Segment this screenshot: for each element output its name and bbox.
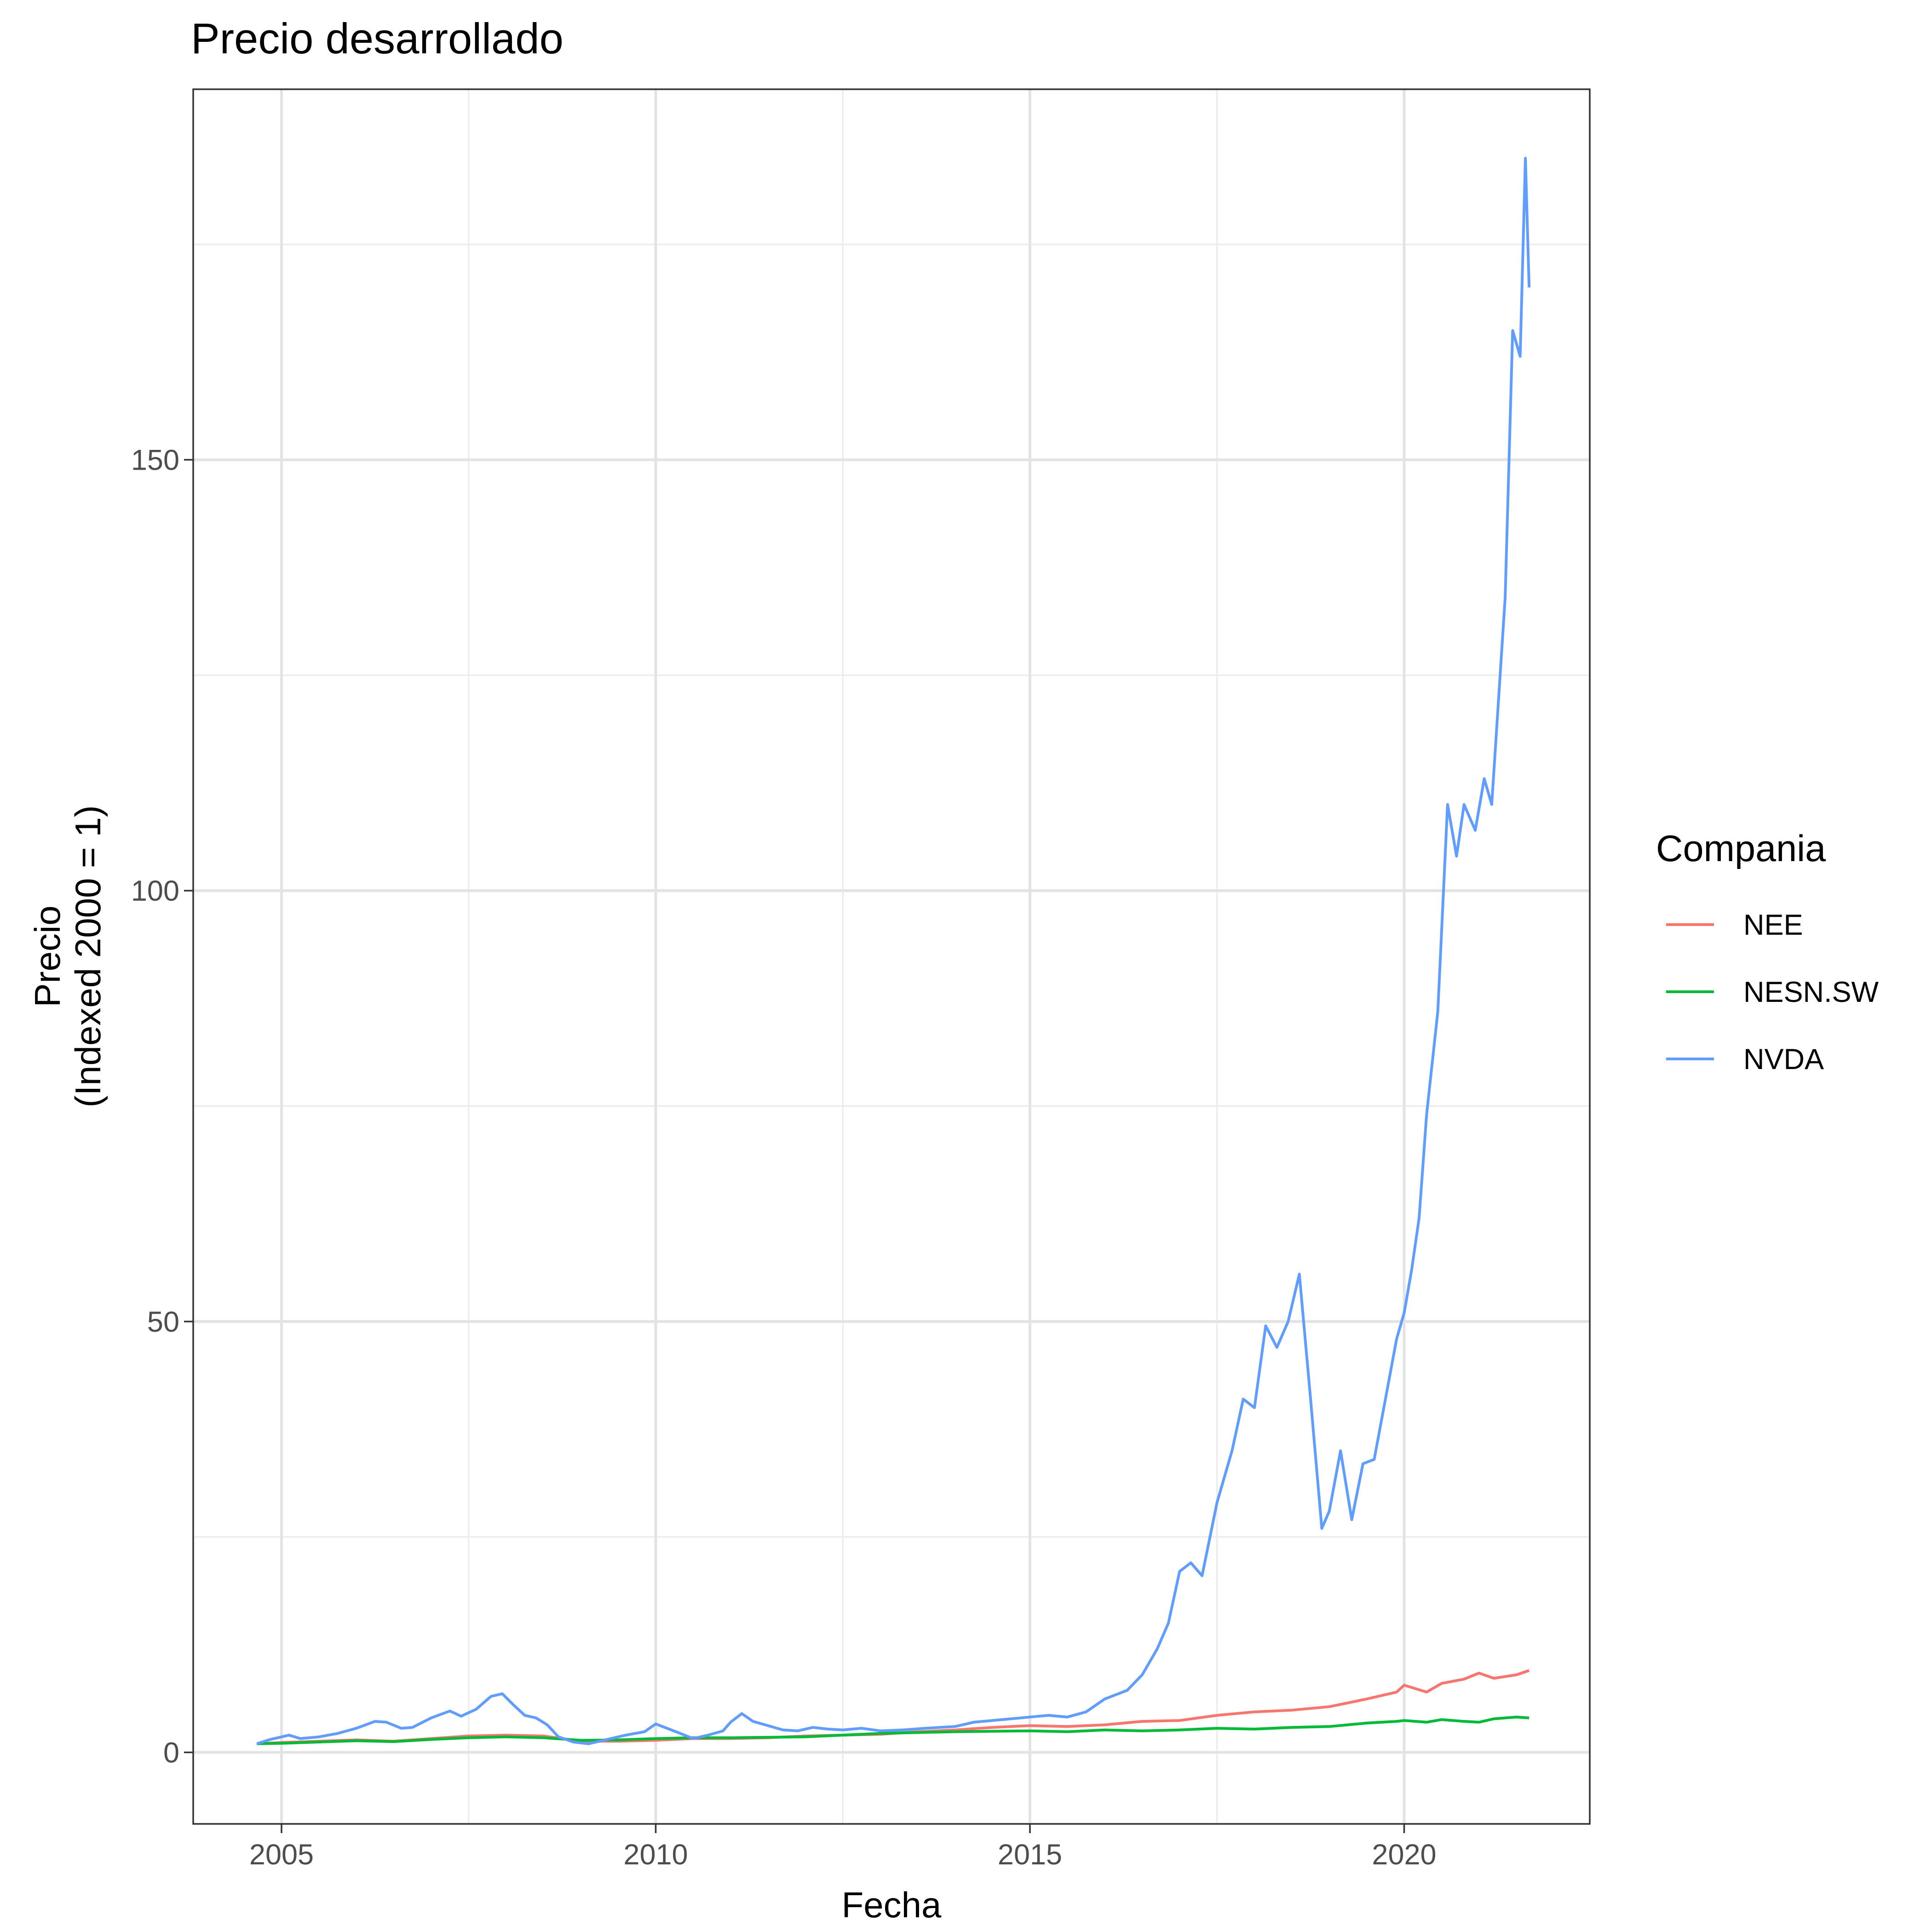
- legend-items: NEE NESN.SW NVDA: [1666, 909, 1879, 1075]
- series-line-nvda: [256, 156, 1531, 1745]
- x-tick-label: 2015: [998, 1839, 1062, 1871]
- y-tick-label: 150: [131, 444, 179, 477]
- y-tick-label: 0: [163, 1737, 179, 1769]
- y-tick-label: 100: [131, 875, 179, 907]
- series-line-nee: [257, 1669, 1530, 1745]
- legend-label-nee: NEE: [1743, 909, 1803, 941]
- axis-layer: 2005 2010 2015 2020 0 50 100 150: [131, 444, 1437, 1871]
- legend-title: Compania: [1656, 828, 1826, 869]
- legend-label-nesn-sw: NESN.SW: [1743, 976, 1879, 1008]
- series-layer: [256, 156, 1531, 1745]
- y-axis-title-line-1: Precio: [27, 905, 68, 1007]
- y-axis-title: Precio (Indexed 2000 = 1): [27, 805, 108, 1108]
- x-tick-label: 2010: [623, 1839, 688, 1871]
- legend: Compania NEE NESN.SW NVDA: [1656, 828, 1879, 1075]
- x-axis-title: Fecha: [842, 1885, 942, 1925]
- x-tick-label: 2005: [249, 1839, 314, 1871]
- series-line-nesn-sw: [257, 1715, 1530, 1745]
- grid-layer: [193, 89, 1590, 1824]
- y-tick-label: 50: [147, 1306, 179, 1338]
- chart-title: Precio desarrollado: [191, 14, 564, 63]
- legend-label-nvda: NVDA: [1743, 1043, 1824, 1075]
- plot-panel-border: [192, 88, 1591, 1825]
- y-axis-title-line-2: (Indexed 2000 = 1): [68, 805, 108, 1108]
- x-tick-label: 2020: [1372, 1839, 1436, 1871]
